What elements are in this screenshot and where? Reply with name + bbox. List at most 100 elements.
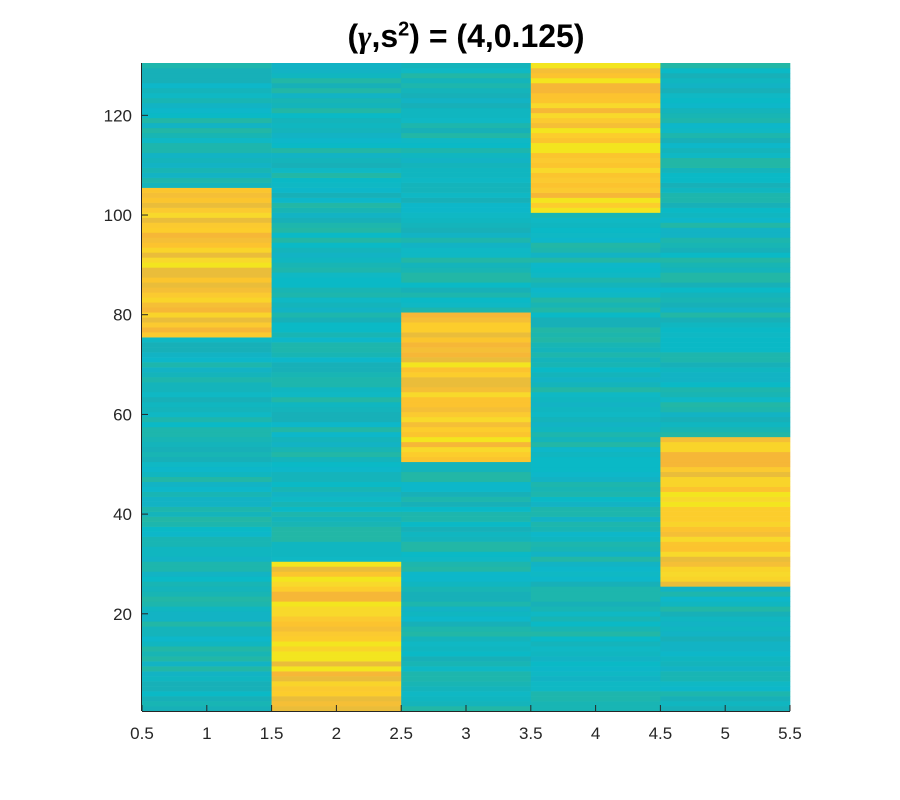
heatmap-cell xyxy=(401,466,532,473)
heatmap-cell xyxy=(660,696,791,702)
heatmap-cell xyxy=(530,606,661,612)
heatmap-cell xyxy=(142,511,272,517)
heatmap-cell xyxy=(660,157,791,163)
heatmap-cell xyxy=(142,242,272,248)
heatmap-cell xyxy=(530,112,661,119)
heatmap-cell xyxy=(142,367,272,373)
heatmap-cell xyxy=(142,127,272,134)
heatmap-cell xyxy=(660,227,791,233)
heatmap-cell xyxy=(401,486,532,492)
y-tick-label: 60 xyxy=(113,405,132,424)
heatmap-cell xyxy=(271,551,402,557)
y-tick-label: 80 xyxy=(113,306,132,325)
heatmap-cell xyxy=(142,631,272,637)
heatmap-cell xyxy=(271,242,402,248)
heatmap-cell xyxy=(660,247,791,253)
title-suffix: ) = (4,0.125) xyxy=(409,18,585,54)
title-mid: ,s xyxy=(371,18,399,54)
heatmap-cell xyxy=(401,696,532,702)
heatmap-cell xyxy=(660,601,791,607)
heatmap-cell xyxy=(530,601,661,607)
heatmap-cell xyxy=(660,332,791,338)
heatmap-cell xyxy=(271,701,402,707)
heatmap-cell xyxy=(401,511,532,517)
heatmap-cell xyxy=(142,172,272,178)
heatmap-cell xyxy=(142,416,272,423)
heatmap-cell xyxy=(660,671,791,677)
heatmap-cell xyxy=(271,232,402,238)
heatmap-cell xyxy=(142,287,272,293)
heatmap-cell xyxy=(401,182,532,188)
heatmap-cell xyxy=(660,282,791,288)
heatmap-cell xyxy=(530,461,661,468)
heatmap-cell xyxy=(660,681,791,687)
heatmap-cell xyxy=(530,486,661,492)
heatmap-cell xyxy=(142,521,272,527)
heatmap-cell xyxy=(142,182,272,188)
title-gamma: γ xyxy=(358,18,372,54)
heatmap-cell xyxy=(271,491,402,497)
heatmap-cell xyxy=(530,87,661,94)
heatmap-cell xyxy=(401,671,532,677)
heatmap-cell xyxy=(660,82,791,89)
heatmap-cell xyxy=(660,152,791,159)
heatmap-cell xyxy=(660,142,791,149)
heatmap-cell xyxy=(660,63,791,69)
heatmap-cell xyxy=(660,182,791,188)
heatmap-cell xyxy=(660,636,791,642)
heatmap-cell xyxy=(401,67,532,74)
heatmap-cell xyxy=(401,102,532,109)
heatmap-cell xyxy=(142,561,272,567)
heatmap-cell xyxy=(142,486,272,492)
heatmap-cell xyxy=(401,461,532,468)
heatmap-cell xyxy=(660,212,791,218)
heatmap-cell xyxy=(142,506,272,512)
heatmap-cell xyxy=(530,222,661,228)
heatmap-cell xyxy=(401,372,532,378)
heatmap-cell xyxy=(142,312,272,318)
heatmap-cell xyxy=(271,347,402,353)
heatmap-cell xyxy=(271,546,402,552)
heatmap-cell xyxy=(271,317,402,323)
heatmap-cell xyxy=(401,391,532,398)
heatmap-cell xyxy=(271,456,402,463)
heatmap-cell xyxy=(401,526,532,532)
y-tick-label: 100 xyxy=(104,206,132,225)
heatmap-cell xyxy=(401,127,532,134)
heatmap-cell xyxy=(530,476,661,483)
heatmap-cell xyxy=(142,212,272,218)
heatmap-cell xyxy=(401,282,532,288)
heatmap-cell xyxy=(142,202,272,208)
heatmap-cell xyxy=(530,481,661,487)
heatmap-cell xyxy=(401,172,532,178)
heatmap-cell xyxy=(660,446,791,453)
title-prefix: ( xyxy=(347,18,359,54)
heatmap-cell xyxy=(660,122,791,129)
heatmap-cell xyxy=(660,77,791,84)
heatmap-cell xyxy=(530,107,661,114)
heatmap-cell xyxy=(530,282,661,288)
heatmap-cell xyxy=(660,382,791,388)
heatmap-cell xyxy=(401,471,532,478)
heatmap-cell xyxy=(142,476,272,483)
heatmap-cell xyxy=(660,506,791,512)
heatmap-cell xyxy=(401,332,532,338)
heatmap-cell xyxy=(271,686,402,692)
heatmap-cell xyxy=(142,142,272,149)
heatmap-cell xyxy=(401,252,532,258)
heatmap-cell xyxy=(660,167,791,173)
heatmap-cell xyxy=(530,172,661,178)
heatmap-cell xyxy=(660,641,791,647)
heatmap-cell xyxy=(401,312,532,318)
heatmap-cell xyxy=(271,217,402,223)
heatmap-cell xyxy=(142,581,272,587)
heatmap-cell xyxy=(530,531,661,537)
heatmap-cell xyxy=(401,681,532,687)
heatmap-cell xyxy=(660,406,791,413)
heatmap-cell xyxy=(142,362,272,368)
heatmap-cell xyxy=(142,147,272,154)
heatmap-cell xyxy=(271,212,402,218)
heatmap-cell xyxy=(142,451,272,458)
heatmap-cell xyxy=(530,387,661,393)
heatmap-cell xyxy=(660,242,791,248)
